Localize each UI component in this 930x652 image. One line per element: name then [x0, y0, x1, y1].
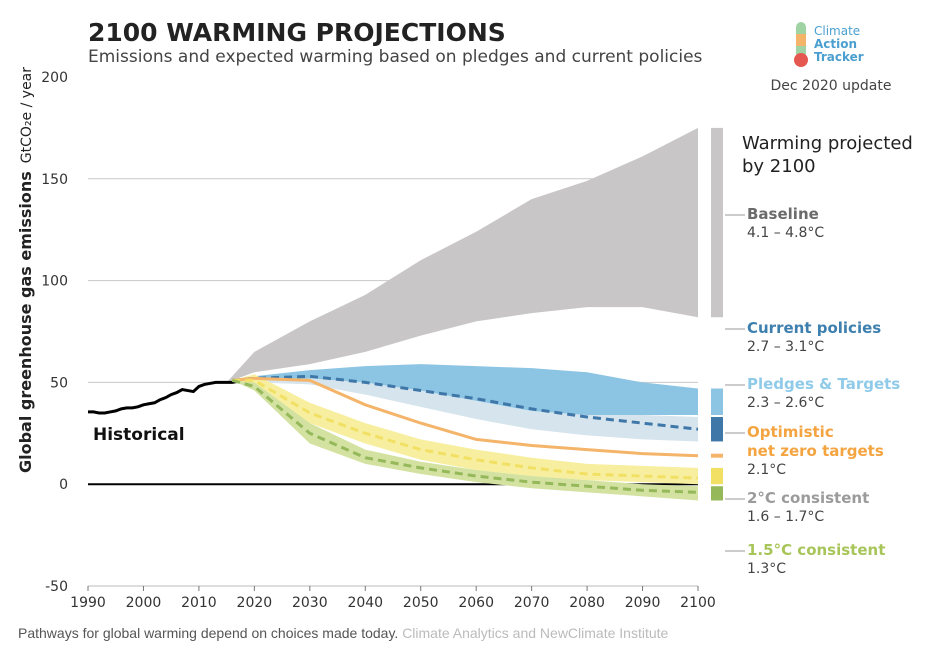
x-tick-label: 1990	[70, 595, 106, 611]
legend-name: Pledges & Targets	[747, 375, 901, 393]
update-note: Dec 2020 update	[771, 78, 892, 94]
range-bar	[711, 486, 723, 501]
band	[232, 364, 698, 415]
logo-text: Action	[814, 37, 857, 51]
legend-name: 1.5°C consistent	[747, 541, 886, 559]
x-tick-label: 2070	[514, 595, 550, 611]
historical-line	[88, 379, 238, 415]
band	[226, 127, 699, 383]
legend-name: Baseline	[747, 205, 819, 223]
x-tick-label: 2020	[237, 595, 273, 611]
legend-name: 2°C consistent	[747, 489, 870, 507]
y-tick-label: 50	[50, 375, 68, 391]
series-label: Historical	[93, 425, 185, 445]
legend-entry: Pledges & Targets 2.3 – 2.6°C	[747, 375, 900, 413]
x-tick-label: 2010	[181, 595, 217, 611]
plot-area	[88, 127, 699, 501]
logo-icon	[794, 22, 808, 67]
x-tick-label: 2040	[347, 595, 383, 611]
median-line	[231, 378, 699, 494]
band	[232, 376, 698, 442]
legend-range: 2.1°C	[747, 462, 787, 478]
line	[232, 376, 699, 458]
legend-entry: Optimistic net zero targets 2.1°C	[747, 423, 884, 480]
range-bar	[711, 467, 723, 485]
logo-text: Tracker	[814, 50, 864, 64]
legend-entry: Baseline 4.1 – 4.8°C	[747, 205, 824, 243]
x-tick-label: 2000	[126, 595, 162, 611]
chart-title: 2100 WARMING PROJECTIONS	[88, 18, 506, 47]
legend-range: 2.3 – 2.6°C	[747, 395, 825, 411]
y-tick-label: 200	[41, 70, 68, 86]
y-tick-label: 150	[41, 172, 68, 188]
y-axis-unit: GtCO₂e / year	[19, 67, 35, 163]
x-tick-label: 2100	[680, 595, 716, 611]
band	[232, 380, 698, 501]
x-tick-label: 2030	[292, 595, 328, 611]
lines	[88, 374, 699, 494]
range-bar	[711, 127, 723, 318]
logo-text: Climate	[814, 24, 860, 38]
y-tick-label: 0	[59, 477, 68, 493]
legend-range: 4.1 – 4.8°C	[747, 225, 825, 241]
x-tick-label: 2060	[458, 595, 494, 611]
legend-title: Warming projected by 2100	[742, 133, 913, 177]
range-bar	[711, 388, 723, 415]
range-bar	[711, 417, 723, 442]
x-tick-label: 2080	[569, 595, 605, 611]
y-axis-label: Global greenhouse gas emissions GtCO₂e / …	[16, 67, 35, 473]
range-bar	[711, 453, 723, 458]
y-axis-title: Global greenhouse gas emissions	[16, 171, 35, 473]
x-tick-label: 2050	[403, 595, 439, 611]
x-tick-label: 2090	[625, 595, 661, 611]
legend-name: Current policies	[747, 319, 882, 337]
y-tick-label: -50	[45, 579, 68, 595]
legend-entry: Current policies 2.7 – 3.1°C	[747, 319, 881, 357]
median-line	[232, 378, 699, 480]
legend-range: 1.3°C	[747, 561, 787, 577]
legend-range: 1.6 – 1.7°C	[747, 509, 825, 525]
legend-range: 2.7 – 3.1°C	[747, 339, 825, 355]
legend-entry: 1.5°C consistent 1.3°C	[747, 541, 885, 579]
band	[232, 374, 698, 485]
y-tick-label: 100	[41, 274, 68, 290]
source: Climate Analytics and NewClimate Institu…	[402, 625, 669, 641]
legend-entry: 2°C consistent 1.6 – 1.7°C	[747, 489, 869, 527]
legend-name: Optimistic net zero targets	[747, 423, 884, 460]
chart-subtitle: Emissions and expected warming based on …	[88, 47, 703, 67]
caption-text: Pathways for global warming depend on ch…	[18, 625, 399, 641]
caption: Pathways for global warming depend on ch…	[18, 625, 668, 641]
